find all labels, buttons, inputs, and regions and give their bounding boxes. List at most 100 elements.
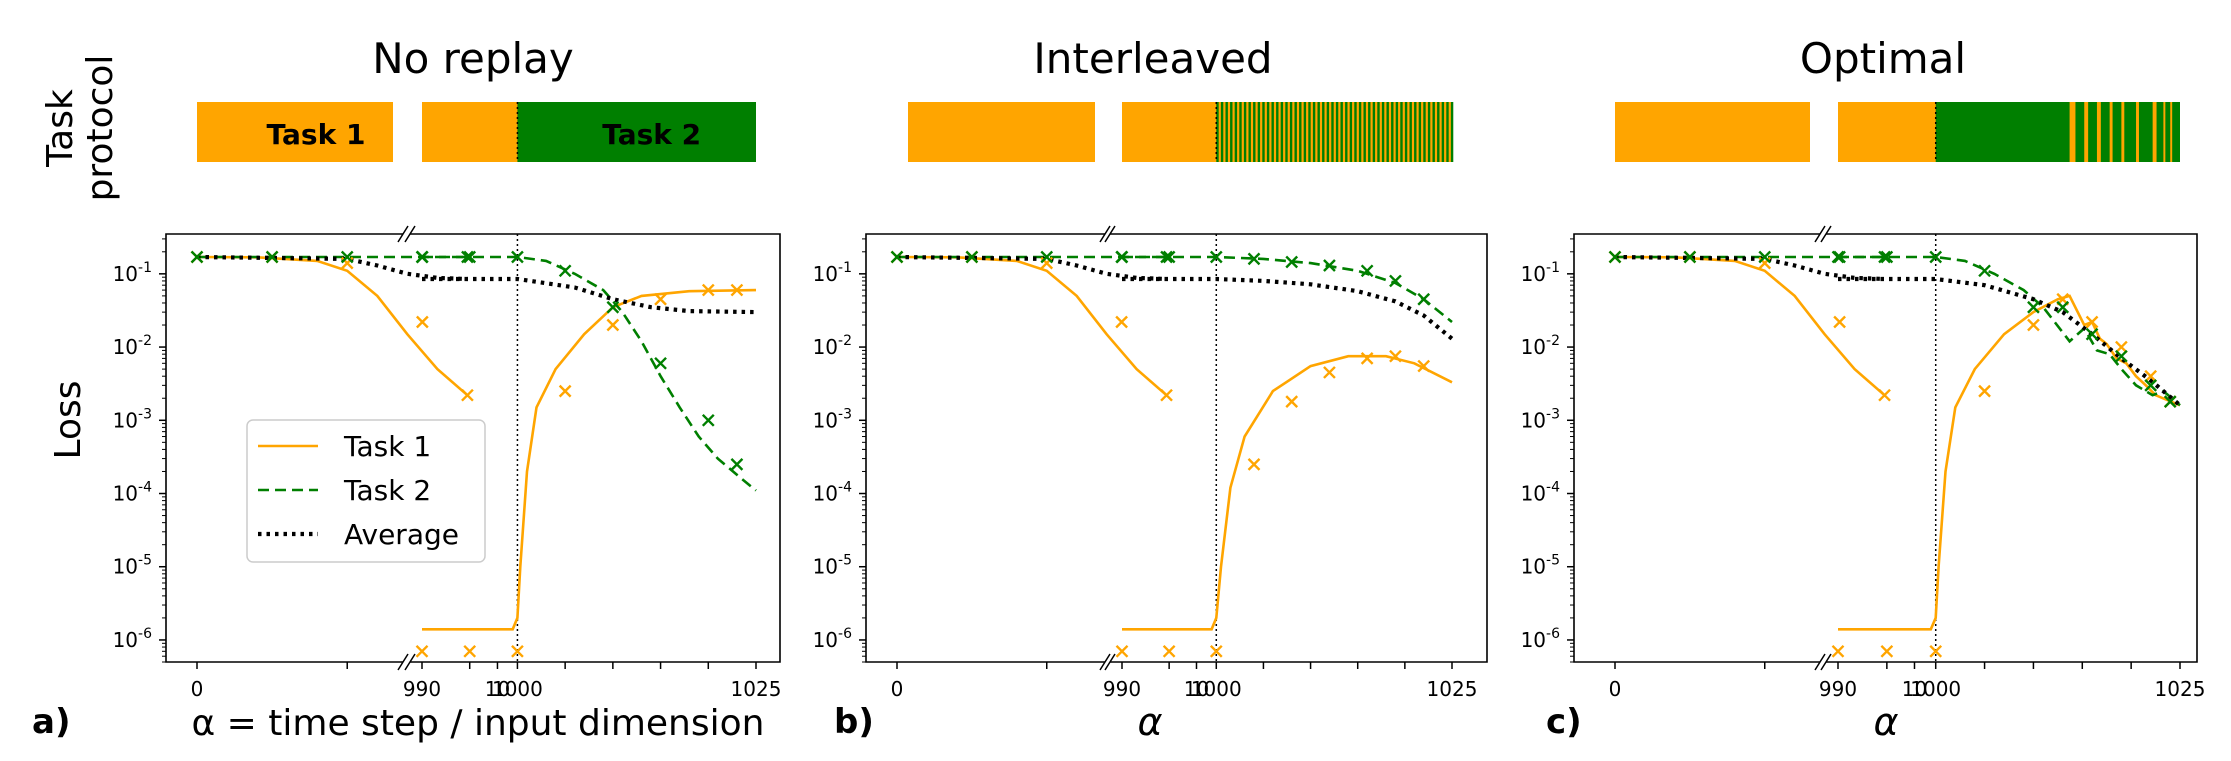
- task-1-marker: [1115, 644, 1129, 658]
- task-2-marker: [2056, 300, 2070, 314]
- protocol-interleave-stripe: [1243, 102, 1247, 162]
- protocol-interleave-stripe: [1216, 102, 1219, 162]
- task-1-marker: [2085, 315, 2099, 329]
- axis-break-mark: [1104, 225, 1116, 243]
- task-2-line-right: [1122, 255, 1453, 324]
- axis-break-mark: [397, 225, 409, 243]
- y-tick-label: 10-6: [1521, 626, 1561, 652]
- x-tick-label: 0: [1609, 677, 1622, 701]
- y-tick-label: 10-1: [813, 260, 852, 286]
- task-1-marker: [606, 318, 620, 332]
- average-line-right: [1838, 276, 2182, 407]
- task-1-marker: [2144, 369, 2158, 383]
- x-axis-label-b: α: [1137, 700, 1162, 744]
- axis-break-mark: [1099, 225, 1111, 243]
- task-1-marker: [1160, 388, 1173, 402]
- task-2-marker: [1323, 259, 1336, 272]
- protocol-interleave-stripe: [1308, 102, 1311, 162]
- protocol-interleave-stripe: [1312, 102, 1316, 162]
- task-1-marker: [1833, 315, 1846, 329]
- y-tick-label: 10-4: [813, 480, 853, 506]
- task-2-marker: [1831, 250, 1845, 264]
- x-tick-label: 990: [403, 677, 441, 701]
- legend-label: Average: [344, 518, 459, 551]
- task-1-line-right: [1122, 354, 1453, 631]
- y-tick-label: 10-4: [113, 480, 153, 506]
- average-line-right: [1122, 276, 1454, 341]
- axis-break-mark: [1099, 653, 1111, 671]
- x-tick-label: 1025: [2155, 677, 2206, 701]
- protocol-interleave-stripe: [1299, 102, 1302, 162]
- task-2-marker: [2115, 349, 2128, 363]
- task-1-marker: [1285, 395, 1299, 408]
- task-2-marker: [1389, 274, 1402, 288]
- legend-label: Task 1: [343, 430, 431, 463]
- panel-a-title: No replay: [372, 34, 574, 83]
- task-2-marker: [1360, 264, 1374, 278]
- protocol-interleave-stripe: [1317, 102, 1320, 162]
- task-2-marker: [1160, 250, 1173, 264]
- task-1-line-right: [422, 288, 757, 631]
- protocol-interleave-stripe: [1230, 102, 1233, 162]
- task-2-marker: [340, 250, 354, 264]
- panel-b-title: Interleaved: [1033, 34, 1272, 83]
- y-tick-label: 10-3: [813, 406, 852, 432]
- protocol-interleave-stripe: [1220, 102, 1224, 162]
- protocol-interleave-stripe: [1285, 102, 1288, 162]
- average-line-left: [1614, 254, 1885, 282]
- axis-break-mark: [404, 653, 416, 671]
- task-1-marker: [1389, 349, 1402, 363]
- task-2-marker: [654, 356, 667, 370]
- axis-frame-left: [865, 233, 1105, 663]
- task-2-marker: [511, 250, 524, 264]
- axis-break-mark: [397, 653, 409, 671]
- y-tick-label: 10-5: [113, 553, 152, 579]
- protocol-interleave-stripe: [1294, 102, 1297, 162]
- x-axis-label-a: α = time step / input dimension: [192, 703, 765, 744]
- protocol-interleave-stripe: [1234, 102, 1238, 162]
- task-2-marker: [730, 458, 744, 471]
- y-tick-label: 10-4: [1521, 480, 1561, 506]
- panel-c-letter: c): [1546, 702, 1582, 742]
- task-2-marker: [1247, 252, 1261, 266]
- protocol-interleave-stripe: [1437, 102, 1440, 162]
- x-axis-label-c: α: [1873, 700, 1898, 744]
- x-tick-label: 0: [191, 677, 204, 701]
- protocol-interleave-stripe: [1271, 102, 1274, 162]
- task-1-marker: [1929, 644, 1943, 658]
- protocol-task2-label: Task 2: [602, 118, 701, 151]
- axis-break-mark: [1820, 653, 1832, 671]
- task-2-marker: [415, 250, 429, 264]
- protocol-task2-segment: [2156, 102, 2164, 162]
- x-tick-label: 10: [485, 677, 510, 701]
- protocol-interleave-stripe: [1418, 102, 1422, 162]
- protocol-interleave-stripe: [1248, 102, 1251, 162]
- protocol-interleave-stripe: [1335, 102, 1339, 162]
- task-1-marker: [1209, 644, 1223, 658]
- task-1-marker: [415, 644, 429, 658]
- task-1-marker: [1162, 644, 1176, 658]
- task-2-marker: [190, 250, 204, 264]
- protocol-interleave-stripe: [1423, 102, 1426, 162]
- axis-frame-right: [410, 233, 781, 663]
- task-1-marker: [2027, 318, 2040, 332]
- x-tick-label: 1000: [1910, 677, 1961, 701]
- task-2-marker: [1162, 250, 1176, 264]
- task-1-marker: [730, 283, 744, 297]
- task-1-marker: [461, 388, 474, 402]
- protocol-task2-segment: [2138, 102, 2153, 162]
- protocol-interleave-stripe: [1386, 102, 1389, 162]
- task-2-marker: [463, 250, 477, 264]
- y-tick-label: 10-6: [113, 626, 153, 652]
- axis-frame-right: [1826, 233, 2198, 663]
- panel-1: 10-1 10-2 10-3 10-4 10-5 10-6 0 10 990 1000 1025: [813, 102, 1488, 701]
- axis-break-mark: [1814, 225, 1826, 243]
- task-2-marker: [2144, 379, 2158, 392]
- y-tick-label: 10-1: [1521, 260, 1560, 286]
- task-1-marker: [1878, 388, 1891, 402]
- task-2-marker: [965, 250, 979, 264]
- protocol-interleave-stripe: [1349, 102, 1353, 162]
- protocol-interleave-stripe: [1450, 102, 1454, 162]
- axis-break-mark: [404, 225, 416, 243]
